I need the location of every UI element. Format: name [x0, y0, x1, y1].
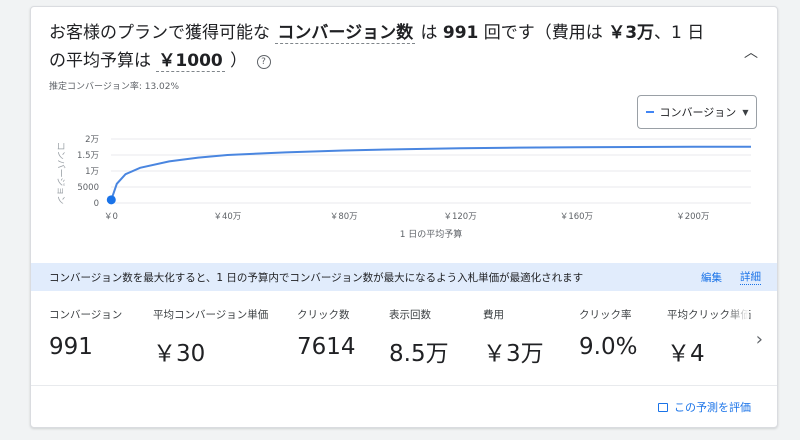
x-tick-label: ￥40万 [213, 212, 241, 222]
stat-label: クリック数 [297, 309, 350, 321]
budget-value[interactable]: ￥1000 [156, 51, 225, 72]
divider [31, 385, 777, 386]
stats-fade [727, 307, 749, 385]
stat-label: コンバージョン [49, 309, 123, 321]
y-tick-label: 2万 [85, 135, 99, 145]
estimated-conversion-rate: 推定コンバージョン率: 13.02% [49, 82, 180, 92]
forecast-card: お客様のプランで獲得可能な コンバージョン数 は 991 回です（費用は ￥3万… [30, 6, 778, 428]
forecast-chart: 0 5000 1万 1.5万 2万 ￥0 ￥40万 ￥80万 ￥120万 ￥160万 ￥200万 1 … [55, 135, 752, 240]
metric-selector-inline[interactable]: コンバージョン数 [275, 23, 416, 44]
current-budget-marker [106, 195, 116, 205]
stat-avg-cpa: 平均コンバージョン単価 ￥30 [153, 307, 268, 368]
chevron-down-icon: ▼ [742, 107, 749, 117]
y-tick-label: 5000 [77, 183, 99, 193]
y-tick-label: 1万 [85, 167, 99, 177]
collapse-icon[interactable]: ︿ [744, 45, 758, 61]
x-tick-label: ￥0 [104, 212, 118, 222]
stat-label: クリック率 [579, 309, 632, 321]
y-tick-label: 0 [94, 199, 99, 209]
stat-value: ￥4 [667, 341, 705, 367]
stat-value: 9.0% [579, 334, 638, 360]
x-tick-label: ￥160万 [560, 212, 593, 222]
x-tick-label: ￥200万 [676, 212, 709, 222]
stats-row: コンバージョン 991 平均コンバージョン単価 ￥30 クリック数 7614 表… [31, 307, 777, 385]
edit-link[interactable]: 編集 [701, 271, 722, 284]
stat-impressions: 表示回数 8.5万 [389, 307, 449, 368]
stat-value: 991 [49, 334, 93, 360]
stat-value: ￥3万 [483, 341, 544, 367]
metric-dropdown-label: コンバージョン [659, 106, 737, 119]
banner-message: コンバージョン数を最大化すると、1 日の予算内でコンバージョン数が最大になるよう… [49, 271, 584, 284]
series-swatch [645, 111, 654, 113]
stat-cost: 費用 ￥3万 [483, 307, 544, 368]
stat-label: 表示回数 [389, 309, 431, 321]
x-axis-label: 1 日の平均予算 [400, 228, 463, 240]
feedback-icon [658, 402, 668, 412]
x-tick-label: ￥120万 [443, 212, 476, 222]
stat-ctr: クリック率 9.0% [579, 307, 637, 360]
evaluate-forecast-link[interactable]: この予測を評価 [658, 399, 751, 415]
stat-clicks: クリック数 7614 [297, 307, 356, 360]
stat-conversions: コンバージョン 991 [49, 307, 122, 360]
info-banner: コンバージョン数を最大化すると、1 日の予算内でコンバージョン数が最大になるよう… [31, 263, 777, 291]
cost-value: ￥3万 [608, 23, 655, 43]
y-tick-label: 1.5万 [77, 151, 99, 161]
stat-value: ￥30 [153, 341, 206, 367]
chevron-right-icon[interactable]: › [755, 329, 763, 350]
stat-value: 7614 [297, 334, 356, 360]
metric-dropdown[interactable]: コンバージョン ▼ [637, 95, 757, 129]
help-icon[interactable]: ? [256, 55, 271, 69]
stat-value: 8.5万 [389, 341, 449, 367]
y-axis-label: コンバージョン [55, 142, 66, 205]
forecast-headline: お客様のプランで獲得可能な コンバージョン数 は 991 回です（費用は ￥3万… [49, 23, 705, 72]
series-line [110, 145, 752, 201]
conversions-value: 991 [442, 23, 479, 43]
stat-label: 費用 [483, 309, 504, 321]
stat-label: 平均コンバージョン単価 [153, 309, 269, 321]
x-tick-label: ￥80万 [330, 212, 358, 222]
evaluate-label: この予測を評価 [674, 401, 751, 414]
detail-link[interactable]: 詳細 [740, 271, 761, 285]
